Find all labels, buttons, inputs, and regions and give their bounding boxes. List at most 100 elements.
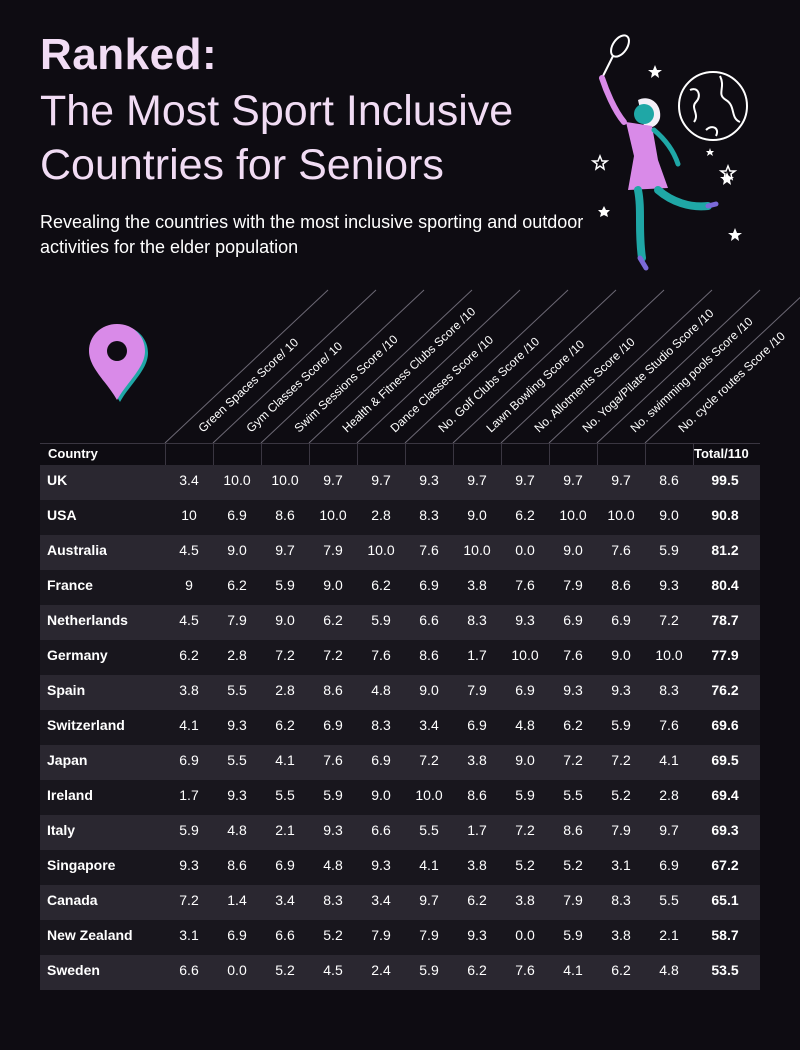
score-cell: 6.9 xyxy=(563,612,583,628)
score-cell: 4.1 xyxy=(179,717,199,733)
score-cell: 6.6 xyxy=(275,927,295,943)
score-cell: 2.1 xyxy=(275,822,295,838)
score-cell: 9.0 xyxy=(323,577,343,593)
score-cell: 2.8 xyxy=(659,787,679,803)
score-cell: 0.0 xyxy=(515,927,535,943)
score-cell: 5.9 xyxy=(659,542,679,558)
score-cell: 10.0 xyxy=(271,472,299,488)
header-diagonal-line xyxy=(164,289,329,444)
score-cell: 9.3 xyxy=(227,717,247,733)
score-cell: 7.2 xyxy=(323,647,343,663)
score-cell: 5.5 xyxy=(659,892,679,908)
score-cell: 9.0 xyxy=(227,542,247,558)
score-cell: 4.1 xyxy=(563,962,583,978)
total-cell: 80.4 xyxy=(711,577,739,593)
score-cell: 9.0 xyxy=(659,507,679,523)
score-cell: 3.8 xyxy=(611,927,631,943)
score-cell: 6.6 xyxy=(179,962,199,978)
score-cell: 7.9 xyxy=(323,542,343,558)
score-cell: 10.0 xyxy=(607,507,635,523)
score-cell: 7.2 xyxy=(515,822,535,838)
score-cell: 6.2 xyxy=(371,577,391,593)
table-row: Spain 3.8 5.5 2.8 8.6 4.8 9.0 7.9 6.9 9.3 9.3 8.3 76… xyxy=(40,675,760,710)
score-cell: 9.7 xyxy=(419,892,439,908)
score-cell: 6.9 xyxy=(467,717,487,733)
score-cell: 9.0 xyxy=(515,752,535,768)
total-cell: 53.5 xyxy=(711,962,739,978)
score-cell: 5.5 xyxy=(227,682,247,698)
score-cell: 2.1 xyxy=(659,927,679,943)
score-cell: 9.7 xyxy=(371,472,391,488)
score-cell: 10.0 xyxy=(415,787,443,803)
score-cell: 8.6 xyxy=(275,507,295,523)
score-cell: 10.0 xyxy=(223,472,251,488)
score-cell: 9.7 xyxy=(611,472,631,488)
score-cell: 8.6 xyxy=(227,857,247,873)
score-cell: 7.9 xyxy=(467,682,487,698)
country-name: Australia xyxy=(47,542,107,558)
score-cell: 8.6 xyxy=(563,822,583,838)
score-cell: 7.6 xyxy=(323,752,343,768)
score-cell: 6.6 xyxy=(371,822,391,838)
score-cell: 6.9 xyxy=(275,857,295,873)
score-cell: 4.8 xyxy=(515,717,535,733)
total-cell: 78.7 xyxy=(711,612,739,628)
country-name: Japan xyxy=(47,752,88,768)
title-line-2: Countries for Seniors xyxy=(40,141,444,189)
score-cell: 9 xyxy=(185,577,193,593)
score-cell: 8.3 xyxy=(611,892,631,908)
score-cell: 1.4 xyxy=(227,892,247,908)
table-row: USA 10 6.9 8.6 10.0 2.8 8.3 9.0 6.2 10.0 10.0 9.0 90… xyxy=(40,500,760,535)
location-pin-icon xyxy=(89,324,148,402)
score-cell: 4.8 xyxy=(323,857,343,873)
score-cell: 7.9 xyxy=(371,927,391,943)
country-name: Sweden xyxy=(47,962,100,978)
score-cell: 5.9 xyxy=(275,577,295,593)
country-name: Switzerland xyxy=(47,717,125,733)
country-name: Netherlands xyxy=(47,612,128,628)
score-cell: 5.9 xyxy=(323,787,343,803)
table-row: Ireland 1.7 9.3 5.5 5.9 9.0 10.0 8.6 5.9 5.5 5.2 2.… xyxy=(40,780,760,815)
score-cell: 8.3 xyxy=(467,612,487,628)
score-cell: 3.8 xyxy=(467,857,487,873)
score-cell: 9.0 xyxy=(563,542,583,558)
score-cell: 6.9 xyxy=(515,682,535,698)
score-cell: 6.9 xyxy=(323,717,343,733)
score-cell: 7.2 xyxy=(611,752,631,768)
score-cell: 5.5 xyxy=(419,822,439,838)
score-cell: 3.8 xyxy=(515,892,535,908)
score-cell: 3.4 xyxy=(179,472,199,488)
score-cell: 5.5 xyxy=(563,787,583,803)
score-cell: 6.9 xyxy=(659,857,679,873)
header-diagonal-line xyxy=(596,289,761,444)
score-cell: 4.1 xyxy=(419,857,439,873)
total-cell: 69.5 xyxy=(711,752,739,768)
score-cell: 7.9 xyxy=(563,892,583,908)
table-row: Sweden 6.6 0.0 5.2 4.5 2.4 5.9 6.2 7.6 4.1 6.2 4.8 5… xyxy=(40,955,760,990)
score-cell: 4.5 xyxy=(179,612,199,628)
header-diagonal-line xyxy=(404,289,569,444)
score-cell: 4.8 xyxy=(227,822,247,838)
score-cell: 9.7 xyxy=(563,472,583,488)
score-cell: 2.8 xyxy=(275,682,295,698)
total-cell: 69.3 xyxy=(711,822,739,838)
score-cell: 9.7 xyxy=(467,472,487,488)
country-name: USA xyxy=(47,507,77,523)
total-cell: 67.2 xyxy=(711,857,739,873)
score-cell: 7.6 xyxy=(515,962,535,978)
score-cell: 7.9 xyxy=(563,577,583,593)
table-row: Italy 5.9 4.8 2.1 9.3 6.6 5.5 1.7 7.2 8.6 7.9 9.7 69… xyxy=(40,815,760,850)
country-name: New Zealand xyxy=(47,927,133,943)
score-cell: 1.7 xyxy=(467,822,487,838)
score-cell: 4.1 xyxy=(659,752,679,768)
country-name: Italy xyxy=(47,822,76,838)
table-row: Singapore 9.3 8.6 6.9 4.8 9.3 4.1 3.8 5.2 5.2 3.1 6… xyxy=(40,850,760,885)
total-cell: 65.1 xyxy=(711,892,739,908)
score-cell: 7.6 xyxy=(659,717,679,733)
header-rule xyxy=(40,443,760,444)
score-cell: 7.6 xyxy=(515,577,535,593)
score-cell: 6.2 xyxy=(563,717,583,733)
score-cell: 2.8 xyxy=(371,507,391,523)
score-cell: 7.9 xyxy=(611,822,631,838)
